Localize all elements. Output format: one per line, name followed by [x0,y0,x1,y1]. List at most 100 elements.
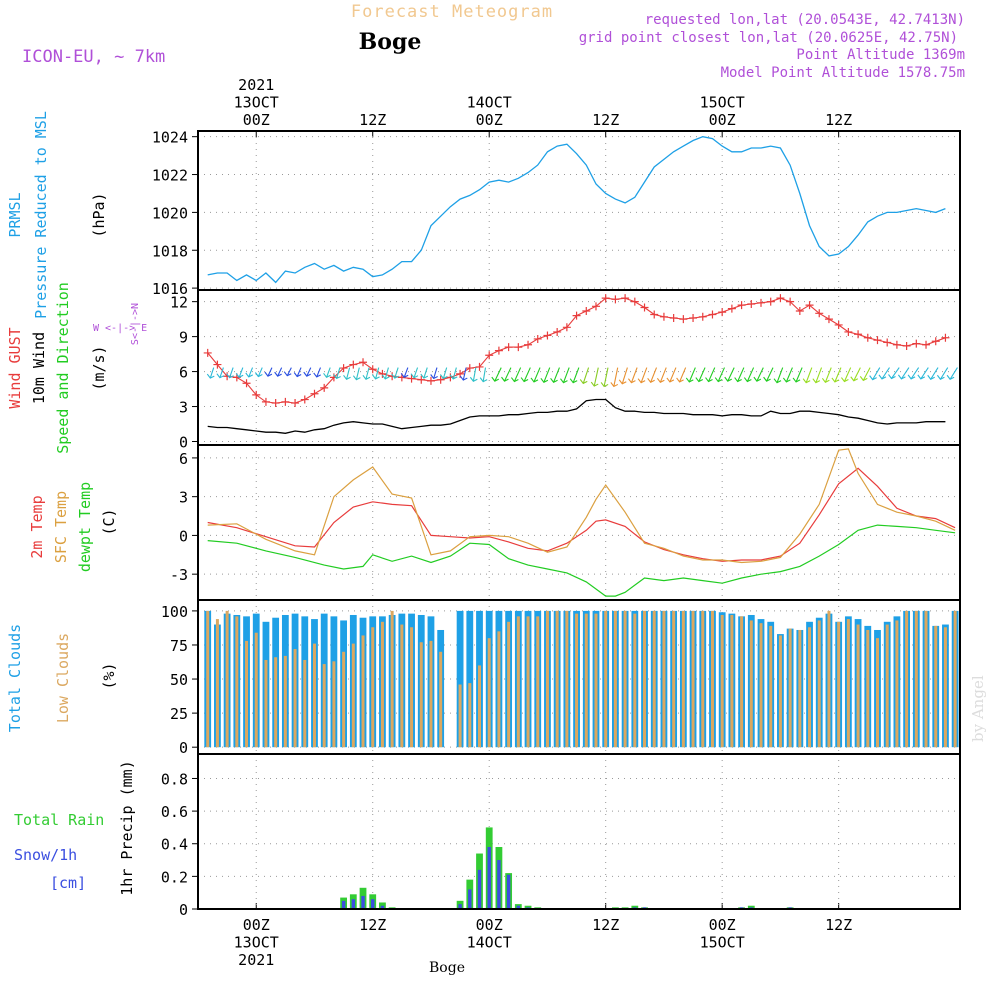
wind-arrowhead [590,381,599,387]
pressure-label-long: Pressure Reduced to MSL [32,111,50,319]
gust-marker [902,341,911,350]
wind-arrowhead [283,371,292,377]
gust-marker [766,297,775,306]
wind-arrow [603,367,609,387]
top-axis-label: 2021 [238,76,274,94]
gust-marker [689,313,698,322]
gust-marker [698,312,707,321]
wind-units: (m/s) [90,345,108,390]
wind-arrowhead [410,373,419,379]
wind-arrow [669,367,677,383]
wind-arrow [355,367,360,380]
wind-arrow [949,367,958,380]
low-cloud-bar [778,635,782,748]
snow-bar [506,874,511,909]
top-axis-label: 15OCT [700,94,745,112]
low-cloud-bar [322,664,326,748]
wind-arrow [494,367,502,382]
low-cloud-bar [380,621,384,748]
low-cloud-bar [769,625,773,748]
wind-arrow [679,367,687,383]
wind-arrowhead [936,374,945,380]
gust-marker [426,376,435,385]
cloud-units: (%) [100,662,118,689]
wind-arrow [482,367,487,382]
bottom-axis-label: 12Z [825,916,852,934]
wind-arrow [843,367,852,382]
wind-arrowhead [763,376,771,382]
wind-arrow [533,367,541,383]
wind-arrow [553,367,560,383]
bottom-axis-label: 12Z [592,916,619,934]
wind-arrow [776,367,784,383]
wind-arrow [209,367,215,379]
wind-arrowhead [323,372,331,378]
wind-arrow [920,367,929,380]
y-tick-label: 1018 [152,242,188,260]
gust-marker [359,358,368,367]
y-tick-label: 0.4 [161,836,188,854]
precip-units: 1hr Precip (mm) [118,760,136,895]
wind-arrow [939,367,949,380]
gust-marker [621,294,630,303]
wind-arrow [277,367,283,377]
wind-arrow [433,367,438,379]
gust-marker [786,297,795,306]
point-altitude: Point Altitude 1369m [796,47,965,63]
wind-arrow [423,367,428,379]
wind-arrow [238,367,244,378]
wind-arrow [872,367,881,380]
y-tick-label: 12 [170,294,188,312]
gust-marker [378,369,387,378]
wind-arrowhead [439,374,448,380]
wind-arrowhead [459,375,468,381]
panel-frame [197,753,961,910]
low-cloud-bar [215,619,219,748]
wind-arrow [930,367,939,380]
low-cloud-bar [565,610,569,748]
low-cloud-bar [235,616,239,748]
top-axis-label: 12Z [592,111,619,129]
gust-marker [514,343,523,352]
low-cloud-bar [808,627,812,748]
gust-marker [941,333,950,342]
wind-arrow [708,367,716,382]
wind-arrowhead [381,374,390,380]
snow-bar [380,905,385,909]
y-tick-label: 25 [170,705,188,723]
low-cloud-bar [934,625,938,748]
snow-bar [468,889,472,909]
gust-marker [261,397,270,406]
bottom-axis-label: 14OCT [467,934,512,952]
gust-marker [650,310,659,319]
low-cloud-bar [283,655,287,748]
y-tick-label: 3 [179,399,188,417]
wind-label: 10m Wind [30,332,48,404]
total-clouds-label: Total Clouds [6,624,24,732]
wind-arrow [766,367,774,382]
y-tick-label: 6 [179,364,188,382]
low-cloud-bar [623,610,627,748]
wind-arrow [756,367,764,382]
low-cloud-bar [516,616,520,748]
wind-arrow [815,367,823,383]
gust-marker [485,351,494,360]
wind-arrow [394,367,399,379]
wind-arrowhead [274,371,282,377]
wind-arrowhead [821,377,830,383]
low-cloud-bar [390,610,394,748]
gust-marker [300,395,309,404]
low-cloud-bar [953,610,957,748]
y-tick-label: 1016 [152,280,188,298]
low-cloud-bar [875,638,879,748]
model-altitude: Model Point Altitude 1578.75m [721,65,965,81]
low-cloud-bar [788,628,792,748]
wind-arrow [698,367,706,382]
low-cloud-bar [759,623,763,748]
top-axis-label: 13OCT [234,94,279,112]
wind-arrowhead [724,376,733,382]
low-cloud-bar [526,616,530,748]
low-cloud-bar [905,610,909,748]
precip-panel: 0 0.2 0.4 0.6 0.8 Total Rain Snow/1h [cm] 1hr Pr… [14,753,961,919]
